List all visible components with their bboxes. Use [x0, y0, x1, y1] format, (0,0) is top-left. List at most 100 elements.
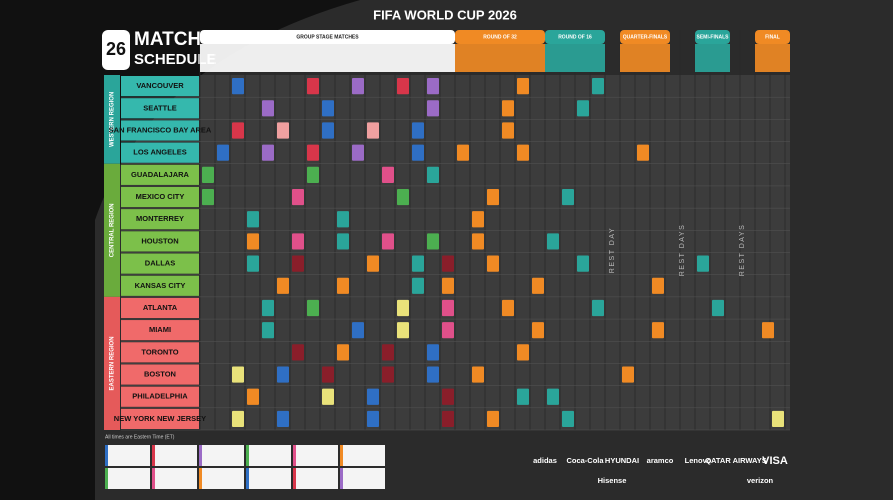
match-cell — [352, 322, 364, 339]
city-cell — [121, 386, 199, 407]
city-cell — [121, 408, 199, 429]
rest-day-label: REST DAYS — [679, 224, 686, 277]
match-cell — [277, 410, 289, 427]
match-cell — [562, 410, 574, 427]
match-cell — [412, 255, 424, 272]
match-cell — [532, 277, 544, 294]
match-cell — [352, 78, 364, 95]
match-cell — [262, 322, 274, 339]
match-cell — [202, 188, 214, 206]
match-cell — [487, 255, 499, 272]
sponsor-logo: Lenovo — [685, 456, 712, 465]
stage-header — [200, 30, 455, 44]
match-cell — [247, 388, 259, 405]
match-cell — [532, 322, 544, 339]
match-cell — [322, 100, 334, 117]
city-label: HOUSTON — [141, 236, 178, 245]
match-cell — [427, 344, 439, 361]
group-box — [199, 445, 244, 466]
match-cell — [307, 78, 319, 95]
match-cell — [577, 255, 589, 272]
sponsor-logo: HYUNDAI — [605, 456, 639, 465]
logo — [102, 30, 130, 70]
city-cell — [121, 120, 199, 141]
group-box — [340, 468, 385, 489]
group-stripe — [199, 445, 202, 466]
group-stripe — [293, 468, 296, 489]
match-cell — [547, 233, 559, 250]
match-cell — [367, 410, 379, 427]
city-label: KANSAS CITY — [135, 281, 186, 290]
match-cell — [517, 78, 529, 95]
match-cell — [502, 100, 514, 117]
match-cell — [397, 322, 409, 339]
group-stripe — [340, 468, 343, 489]
group-stripe — [246, 445, 249, 466]
city-cell — [121, 164, 199, 185]
match-cell — [472, 233, 484, 250]
match-cell — [247, 211, 259, 228]
match-cell — [352, 144, 364, 161]
match-cell — [292, 188, 304, 206]
match-cell — [397, 188, 409, 206]
match-cell — [367, 388, 379, 405]
city-cell — [121, 98, 199, 119]
match-cell — [397, 78, 409, 95]
city-cell — [121, 209, 199, 230]
region-band — [104, 163, 120, 297]
match-cell — [322, 388, 334, 405]
match-cell — [232, 366, 244, 383]
match-cell — [442, 277, 454, 294]
match-cell — [367, 255, 379, 272]
match-cell — [307, 166, 319, 183]
rest-day-label: REST DAYS — [739, 224, 746, 277]
stage-header — [455, 30, 545, 44]
city-label: SAN FRANCISCO BAY AREA — [109, 125, 212, 134]
footnote: All times are Eastern Time (ET) — [105, 434, 175, 440]
title-line2: SCHEDULE — [134, 51, 217, 68]
match-cell — [762, 322, 774, 339]
date-strip — [695, 44, 730, 72]
match-cell — [262, 299, 274, 317]
sponsor-logo: aramco — [647, 456, 674, 465]
match-cell — [292, 344, 304, 361]
match-cell — [427, 233, 439, 250]
city-label: TORONTO — [141, 347, 178, 356]
stage-header — [695, 30, 730, 44]
city-label: GUADALAJARA — [131, 170, 190, 179]
match-cell — [472, 211, 484, 228]
city-label: BOSTON — [144, 370, 176, 379]
match-cell — [427, 100, 439, 117]
match-cell — [337, 277, 349, 294]
group-box — [105, 468, 150, 489]
match-cell — [262, 144, 274, 161]
city-label: SEATTLE — [143, 103, 177, 112]
match-cell — [592, 78, 604, 95]
match-cell — [337, 211, 349, 228]
match-cell — [382, 233, 394, 250]
match-cell — [487, 188, 499, 206]
logo-mark: 26 — [106, 39, 126, 59]
match-cell — [247, 255, 259, 272]
city-label: ATLANTA — [143, 303, 178, 312]
match-cell — [517, 388, 529, 405]
city-cell — [121, 253, 199, 274]
group-box — [293, 468, 338, 489]
sponsor-logo: VISA — [762, 455, 788, 467]
stage-label: QUARTER-FINALS — [623, 34, 668, 40]
group-box — [293, 445, 338, 466]
city-cell — [121, 76, 199, 97]
match-cell — [442, 410, 454, 427]
match-cell — [292, 233, 304, 250]
city-label: NEW YORK NEW JERSEY — [114, 414, 206, 423]
stage-label: FINAL — [765, 34, 780, 40]
match-cell — [637, 144, 649, 161]
match-cell — [442, 322, 454, 339]
stage-header — [545, 30, 605, 44]
match-cell — [427, 366, 439, 383]
match-cell — [622, 366, 634, 383]
city-cell — [121, 275, 199, 296]
city-cell — [121, 231, 199, 252]
date-strip — [545, 44, 605, 72]
stage-label: ROUND OF 32 — [483, 34, 517, 40]
